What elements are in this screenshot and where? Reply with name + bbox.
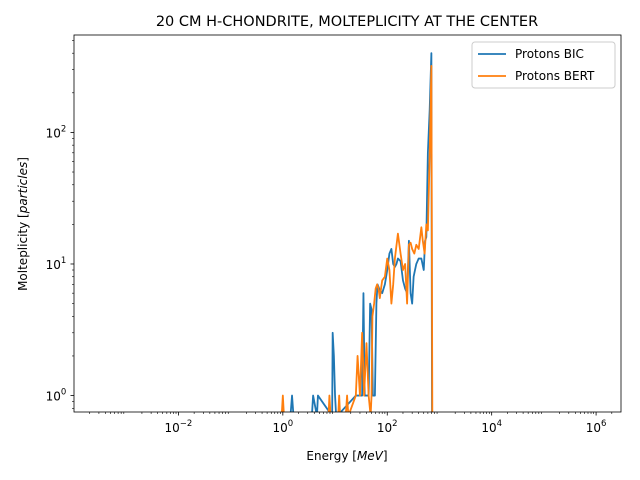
y-axis: 100 101 102 xyxy=(46,40,74,409)
y-tick-label: 100 xyxy=(46,388,67,404)
legend: Protons BIC Protons BERT xyxy=(471,41,616,89)
x-axis: 10−2 100 102 104 106 xyxy=(89,412,613,435)
chart-title: 20 CM H-CHONDRITE, MOLTEPLICITY AT THE C… xyxy=(156,14,538,30)
plot-frame xyxy=(73,34,622,413)
series-line-protons-bic xyxy=(289,52,433,412)
series-layer xyxy=(280,52,434,412)
y-axis-label: Molteplicity [particles] xyxy=(16,157,30,291)
y-tick-label: 102 xyxy=(46,124,67,140)
legend-box xyxy=(471,41,616,89)
x-tick-label: 10−2 xyxy=(165,419,193,435)
x-tick-label: 102 xyxy=(377,419,398,435)
x-axis-label: Energy [MeV] xyxy=(306,449,387,463)
x-tick-label: 100 xyxy=(272,419,293,435)
series-line-protons-bert xyxy=(280,65,434,412)
x-tick-label: 104 xyxy=(481,419,502,435)
x-tick-label: 106 xyxy=(586,419,607,435)
y-tick-label: 101 xyxy=(46,256,67,272)
legend-label-bic: Protons BIC xyxy=(515,47,584,61)
legend-label-bert: Protons BERT xyxy=(515,69,595,83)
